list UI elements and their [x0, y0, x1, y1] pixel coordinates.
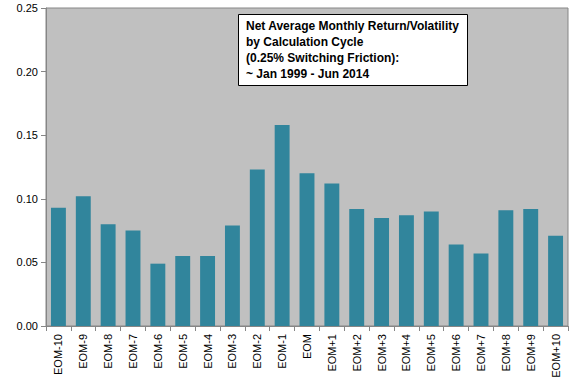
svg-text:EOM-6: EOM-6 [152, 334, 164, 369]
svg-text:EOM-2: EOM-2 [251, 334, 263, 369]
svg-text:EOM+8: EOM+8 [500, 334, 512, 372]
svg-text:EOM+4: EOM+4 [400, 334, 412, 372]
svg-text:EOM+3: EOM+3 [376, 334, 388, 372]
svg-text:0.10: 0.10 [17, 193, 38, 205]
svg-text:EOM-9: EOM-9 [77, 334, 89, 369]
svg-text:EOM-10: EOM-10 [52, 334, 64, 375]
svg-text:EOM-3: EOM-3 [226, 334, 238, 369]
svg-text:EOM: EOM [301, 334, 313, 359]
svg-text:EOM+7: EOM+7 [475, 334, 487, 372]
svg-text:EOM+2: EOM+2 [351, 334, 363, 372]
svg-text:~ Jan 1999 - Jun 2014: ~ Jan 1999 - Jun 2014 [246, 67, 369, 81]
svg-text:EOM-5: EOM-5 [177, 334, 189, 369]
svg-text:0.25: 0.25 [17, 2, 38, 14]
svg-text:0.00: 0.00 [17, 320, 38, 332]
svg-text:EOM+5: EOM+5 [425, 334, 437, 372]
svg-text:0.20: 0.20 [17, 66, 38, 78]
svg-text:by Calculation Cycle: by Calculation Cycle [246, 35, 364, 49]
svg-text:0.15: 0.15 [17, 129, 38, 141]
svg-text:EOM-1: EOM-1 [276, 334, 288, 369]
svg-text:EOM+1: EOM+1 [326, 334, 338, 372]
svg-text:(0.25% Switching Friction):: (0.25% Switching Friction): [246, 51, 399, 65]
svg-text:0.05: 0.05 [17, 256, 38, 268]
svg-text:EOM+10: EOM+10 [550, 334, 562, 378]
svg-text:EOM+6: EOM+6 [450, 334, 462, 372]
svg-text:EOM-8: EOM-8 [102, 334, 114, 369]
svg-text:EOM-4: EOM-4 [202, 334, 214, 369]
svg-text:EOM+9: EOM+9 [525, 334, 537, 372]
svg-text:EOM-7: EOM-7 [127, 334, 139, 369]
svg-text:Net Average Monthly Return/Vol: Net Average Monthly Return/Volatility [246, 19, 459, 33]
